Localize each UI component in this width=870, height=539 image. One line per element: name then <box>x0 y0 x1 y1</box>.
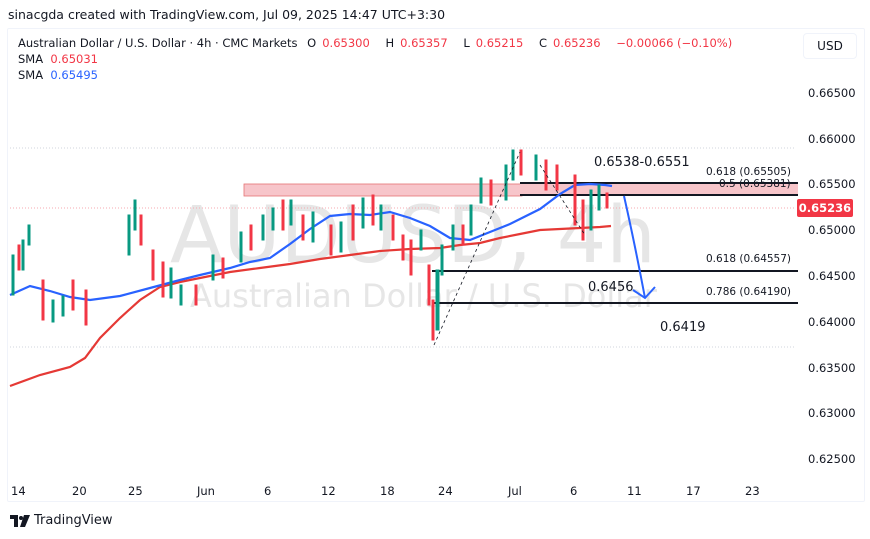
price-tick: 0.64000 <box>808 315 856 329</box>
fib-618-lower-label: 0.618 (0.64557) <box>706 253 791 265</box>
time-tick: 11 <box>627 484 642 498</box>
fib-618-upper-label: 0.618 (0.65505) <box>706 166 791 178</box>
time-tick: 23 <box>745 484 760 498</box>
candles <box>11 149 609 341</box>
low-value: L 0.65215 <box>463 36 524 50</box>
price-tick: 0.62500 <box>808 452 856 466</box>
price-axis[interactable]: 0.66500 0.66000 0.65500 0.65000 0.64500 … <box>800 80 863 500</box>
price-tick: 0.66500 <box>808 86 856 100</box>
time-tick: 6 <box>570 484 578 498</box>
sma-fast-value: 0.65495 <box>50 68 98 82</box>
price-tick: 0.65000 <box>808 223 856 237</box>
target-2-label: 0.6419 <box>660 320 706 335</box>
symbol-title[interactable]: Australian Dollar / U.S. Dollar · 4h · C… <box>18 36 298 50</box>
chart-credit: sinacgda created with TradingView.com, J… <box>8 7 446 22</box>
time-tick: 12 <box>321 484 336 498</box>
watermark-name: Australian Dollar / U.S. Dollar <box>190 277 658 315</box>
time-tick: 18 <box>380 484 395 498</box>
sma-slow-line <box>9 224 612 388</box>
currency-button[interactable]: USD <box>803 33 857 59</box>
sma-slow-value: 0.65031 <box>50 52 98 66</box>
time-tick: 14 <box>11 484 26 498</box>
time-tick: 17 <box>686 484 701 498</box>
sma-fast-line <box>9 182 613 302</box>
price-chart[interactable]: AUDUSD, 4h Australian Dollar / U.S. Doll… <box>0 0 800 480</box>
time-tick: Jun <box>197 484 215 498</box>
tradingview-brand[interactable]: TradingView <box>10 513 113 528</box>
time-tick: 24 <box>438 484 453 498</box>
time-tick: 6 <box>264 484 272 498</box>
symbol-row: Australian Dollar / U.S. Dollar · 4h · C… <box>18 35 738 51</box>
chart-legend: Australian Dollar / U.S. Dollar · 4h · C… <box>18 35 738 83</box>
chart-frame <box>7 28 865 502</box>
target-1-label: 0.6456 <box>588 280 634 295</box>
time-tick: 25 <box>128 484 143 498</box>
current-price-badge: 0.65236 <box>797 199 853 217</box>
price-tick: 0.63000 <box>808 406 856 420</box>
time-tick: Jul <box>508 484 522 498</box>
tradingview-logo-icon <box>10 514 30 527</box>
price-tick: 0.64500 <box>808 269 856 283</box>
brand-name: TradingView <box>34 513 113 528</box>
time-axis[interactable]: 14 20 25 Jun 6 12 18 24 Jul 6 11 17 23 <box>0 480 800 500</box>
time-tick: 20 <box>72 484 87 498</box>
sma-fast-row[interactable]: SMA 0.65495 <box>18 68 98 82</box>
price-tick: 0.63500 <box>808 361 856 375</box>
fib-5-upper-label: 0.5 (0.65381) <box>719 178 791 190</box>
sma-slow-row[interactable]: SMA 0.65031 <box>18 52 98 66</box>
close-value: C 0.65236 <box>538 36 601 50</box>
open-value: O 0.65300 <box>307 36 370 50</box>
projection-arrow <box>623 195 646 299</box>
zone-label: 0.6538-0.6551 <box>594 155 690 170</box>
price-tick: 0.65500 <box>808 177 856 191</box>
high-value: H 0.65357 <box>385 36 448 50</box>
change-value: −0.00066 (−0.10%) <box>616 36 733 50</box>
fib-786-lower-label: 0.786 (0.64190) <box>706 286 791 298</box>
price-tick: 0.66000 <box>808 132 856 146</box>
